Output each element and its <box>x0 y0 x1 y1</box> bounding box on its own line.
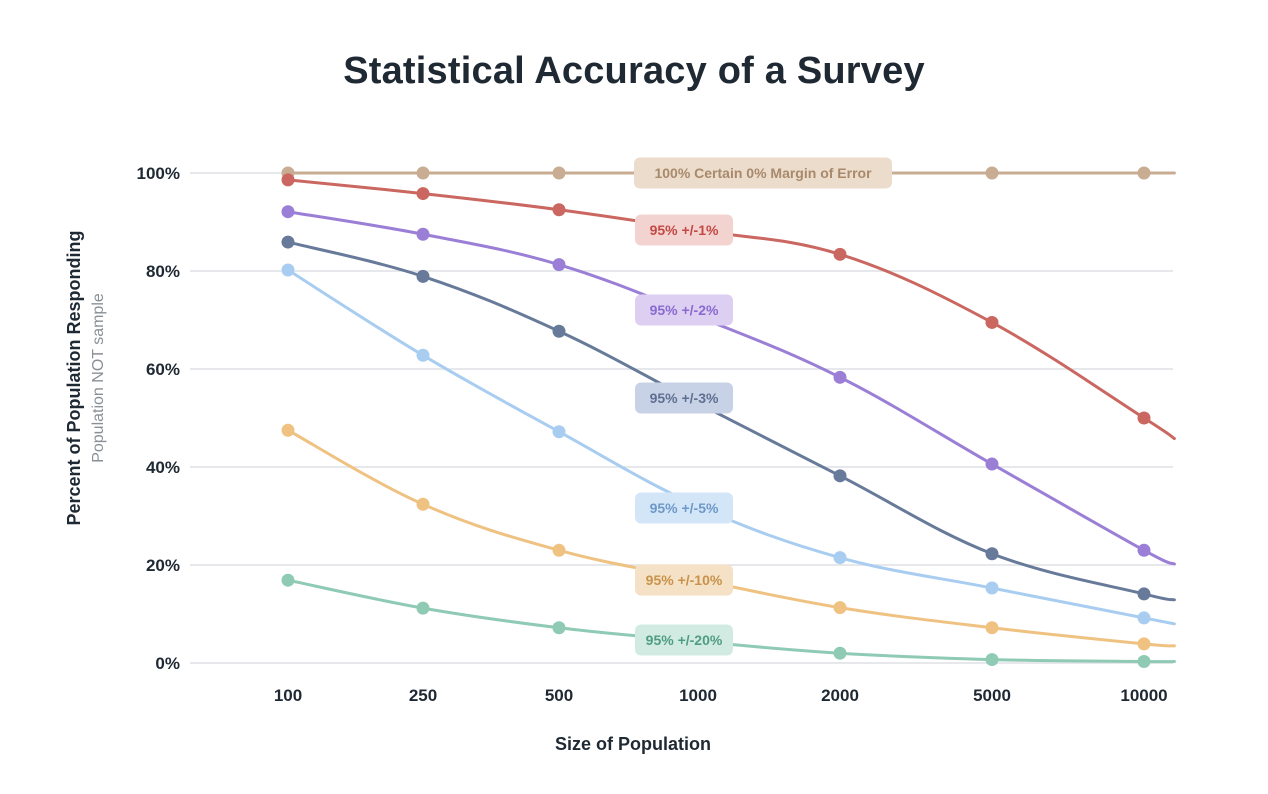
data-point <box>416 227 430 241</box>
y-tick-label: 0% <box>155 654 180 673</box>
data-point <box>833 247 847 261</box>
series-line <box>286 240 1176 602</box>
series-line <box>286 178 1176 441</box>
series-label-text: 100% Certain 0% Margin of Error <box>654 165 872 181</box>
data-point <box>552 425 566 439</box>
series-label-text: 95% +/-2% <box>650 302 719 318</box>
series-line <box>286 578 1176 664</box>
data-point <box>281 573 295 587</box>
data-point <box>833 370 847 384</box>
data-point <box>1137 587 1151 601</box>
data-point <box>985 166 999 180</box>
y-axis-title: Percent of Population Responding <box>64 230 84 525</box>
x-tick-label: 500 <box>545 686 573 705</box>
series-label-bg <box>634 157 892 189</box>
series-label-bg <box>635 294 733 326</box>
data-point <box>281 235 295 249</box>
data-point <box>1137 411 1151 425</box>
series-label-text: 95% +/-3% <box>650 390 719 406</box>
data-point <box>281 205 295 219</box>
x-tick-label: 5000 <box>973 686 1011 705</box>
y-tick-label: 80% <box>146 262 180 281</box>
data-point <box>985 315 999 329</box>
series-label: 95% +/-3% <box>635 382 733 414</box>
x-tick-label: 10000 <box>1120 686 1167 705</box>
data-point <box>1137 655 1151 669</box>
data-point <box>985 457 999 471</box>
data-point <box>985 621 999 635</box>
data-point <box>985 581 999 595</box>
data-point <box>1137 637 1151 651</box>
data-point <box>985 547 999 561</box>
series-label-bg <box>635 624 733 656</box>
y-tick-labels: 0% 20% 40% 60% 80% 100% <box>137 164 180 673</box>
x-axis-title: Size of Population <box>555 734 711 754</box>
data-point <box>416 269 430 283</box>
data-point <box>1137 611 1151 625</box>
data-point <box>552 621 566 635</box>
series-label-bg <box>635 214 733 246</box>
series-markers <box>281 166 1151 669</box>
y-tick-label: 20% <box>146 556 180 575</box>
series-label: 100% Certain 0% Margin of Error <box>634 157 892 189</box>
data-point <box>552 166 566 180</box>
x-tick-labels: 100 250 500 1000 2000 5000 10000 <box>274 686 1168 705</box>
series-label-text: 95% +/-5% <box>650 500 719 516</box>
data-point <box>416 166 430 180</box>
data-point <box>1137 543 1151 557</box>
series-label: 95% +/-5% <box>635 492 733 524</box>
data-point <box>552 258 566 272</box>
series-line <box>286 268 1176 626</box>
series-label: 95% +/-20% <box>635 624 733 656</box>
y-tick-label: 60% <box>146 360 180 379</box>
series-label-text: 95% +/-1% <box>650 222 719 238</box>
data-point <box>416 601 430 615</box>
series-label: 95% +/-10% <box>635 564 733 596</box>
series-label: 95% +/-1% <box>635 214 733 246</box>
data-point <box>281 173 295 187</box>
data-point <box>833 601 847 615</box>
series-label-bg <box>635 382 733 414</box>
data-point <box>1137 166 1151 180</box>
data-point <box>416 497 430 511</box>
series-label-text: 95% +/-20% <box>646 632 723 648</box>
series-label-bg <box>635 564 733 596</box>
data-point <box>833 551 847 565</box>
series-label-bg <box>635 492 733 524</box>
data-point <box>833 646 847 660</box>
series-line <box>286 210 1176 566</box>
chart-title: Statistical Accuracy of a Survey <box>343 50 925 92</box>
y-tick-label: 100% <box>137 164 180 183</box>
series-lines <box>286 171 1176 664</box>
series-label: 95% +/-2% <box>635 294 733 326</box>
data-point <box>281 423 295 437</box>
data-point <box>552 324 566 338</box>
series-labels: 100% Certain 0% Margin of Error 95% +/-1%… <box>634 157 892 656</box>
y-axis-subtitle: Population NOT sample <box>90 293 107 463</box>
data-point <box>416 348 430 362</box>
data-point <box>552 203 566 217</box>
data-point <box>552 543 566 557</box>
x-tick-label: 100 <box>274 686 302 705</box>
series-label-text: 95% +/-10% <box>646 572 723 588</box>
y-tick-label: 40% <box>146 458 180 477</box>
data-point <box>416 187 430 201</box>
x-tick-label: 2000 <box>821 686 859 705</box>
x-tick-label: 250 <box>409 686 437 705</box>
data-point <box>833 469 847 483</box>
x-tick-label: 1000 <box>679 686 717 705</box>
data-point <box>985 653 999 667</box>
data-point <box>281 263 295 277</box>
